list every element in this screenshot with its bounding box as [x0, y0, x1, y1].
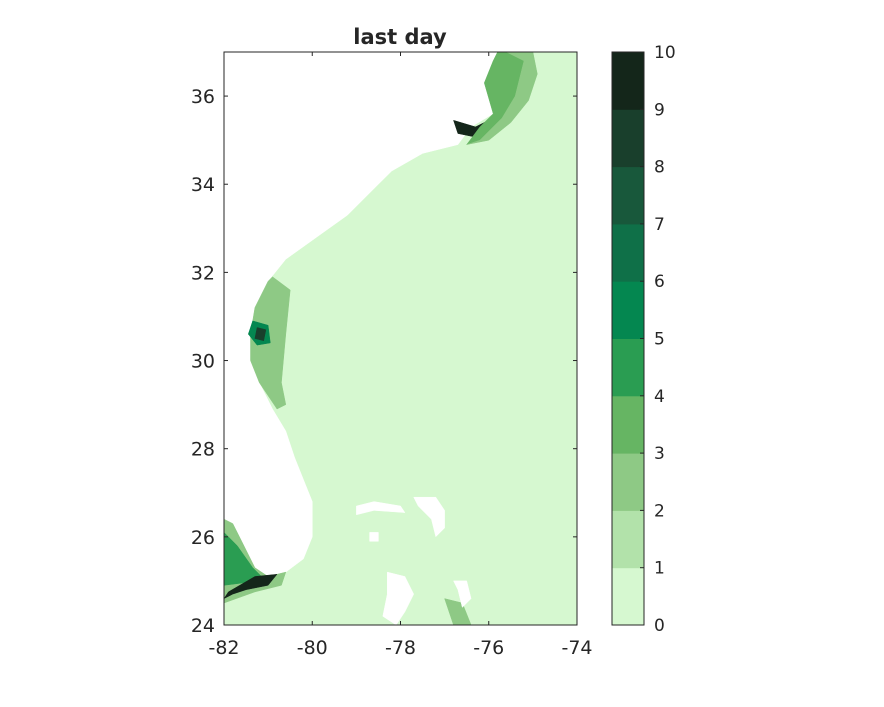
colorbar: 0 1 2 3 4 5 6 7 8 9 10	[611, 43, 676, 636]
colorbar-segment-5	[612, 281, 644, 339]
colorbar-tick-label: 4	[654, 387, 665, 407]
y-axis: 24 26 28 30 32 34 36	[191, 86, 577, 637]
region-andros	[382, 571, 414, 625]
chart-title: last day	[353, 25, 447, 49]
region-florida-bay-dark	[224, 573, 278, 599]
y-tick-label: 26	[191, 527, 215, 549]
region-nc-shelf-l2	[466, 52, 538, 145]
colorbar-tick-label: 7	[654, 215, 665, 235]
y-tick-label: 30	[191, 351, 215, 373]
colorbar-tick-label: 5	[654, 330, 665, 350]
colorbar-tick-label: 0	[654, 616, 665, 636]
colorbar-tick-label: 9	[654, 100, 665, 120]
x-tick-label: -78	[385, 637, 416, 659]
colorbar-segment-2	[612, 453, 644, 511]
x-tick-label: -82	[208, 637, 239, 659]
colorbar-tick-label: 2	[654, 501, 665, 521]
x-tick-label: -74	[561, 637, 592, 659]
colorbar-segment-6	[612, 223, 644, 282]
region-eleuthera	[453, 580, 472, 608]
region-georgia-coast-dark	[254, 327, 267, 342]
colorbar-segment-3	[612, 395, 644, 454]
field-regions	[224, 52, 538, 625]
x-axis: -82 -80 -78 -76 -74	[208, 52, 593, 659]
x-tick-label: -80	[297, 637, 328, 659]
y-tick-label: 36	[191, 86, 215, 108]
region-grand-bahama	[356, 501, 406, 516]
x-tick-label: -76	[473, 637, 504, 659]
colorbar-tick-label: 3	[654, 444, 665, 464]
colorbar-segment-9	[612, 52, 644, 110]
colorbar-segment-1	[612, 510, 644, 569]
y-tick-label: 28	[191, 439, 215, 461]
colorbar-tick-label: 8	[654, 158, 665, 178]
region-abaco	[413, 496, 445, 538]
y-tick-label: 24	[191, 615, 215, 637]
y-tick-label: 32	[191, 262, 215, 284]
colorbar-segment-0	[612, 567, 644, 626]
colorbar-tick-label: 1	[654, 559, 665, 579]
plot-area	[224, 52, 577, 625]
colorbar-segment-8	[612, 109, 644, 168]
y-tick-label: 34	[191, 174, 215, 196]
region-cay-small	[369, 532, 379, 542]
colorbar-tick-label: 6	[654, 272, 665, 292]
colorbar-tick-label: 10	[654, 43, 676, 63]
colorbar-segment-4	[612, 338, 644, 397]
region-bahama-bank-l2	[444, 598, 472, 625]
colorbar-segment-7	[612, 166, 644, 225]
